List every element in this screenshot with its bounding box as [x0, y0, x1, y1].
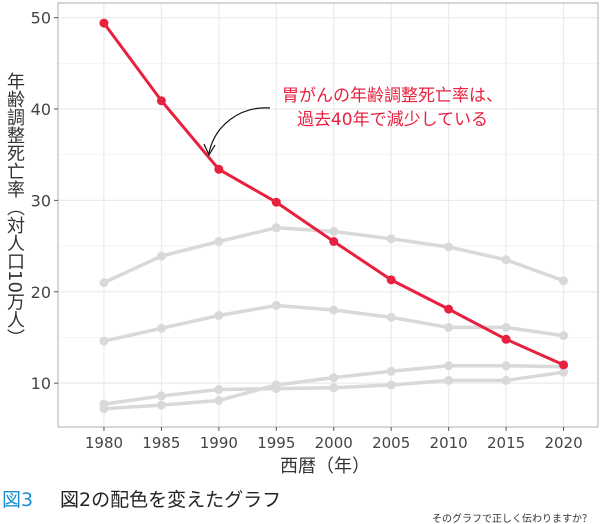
y-tick-label: 40: [31, 100, 51, 119]
data-point: [559, 360, 569, 370]
data-point: [214, 385, 224, 395]
figure-number: 図3: [2, 489, 34, 511]
figure-note: そのグラフで正しく伝わりますか？: [432, 514, 592, 524]
y-axis-label: 年齢調整死亡率（対人口10万人）: [4, 72, 25, 347]
data-point: [444, 242, 454, 252]
data-point: [444, 322, 454, 332]
arrow-head-icon: [203, 143, 216, 157]
data-point: [214, 311, 224, 321]
data-point: [329, 226, 339, 236]
y-tick-label: 30: [31, 191, 51, 210]
x-tick-label: 2015: [487, 434, 525, 452]
data-point: [214, 396, 224, 405]
data-point: [329, 305, 339, 315]
x-tick-label: 2000: [315, 434, 353, 452]
data-point: [156, 251, 166, 261]
x-tick-label: 1995: [257, 434, 295, 452]
data-point: [156, 400, 166, 410]
x-tick-label: 1990: [200, 434, 238, 452]
data-point: [559, 367, 569, 377]
x-tick-label: 2005: [372, 434, 410, 452]
data-point: [386, 366, 396, 376]
annotation-text: 胃がんの年齢調整死亡率は、 過去40年で減少している: [282, 86, 503, 130]
data-point: [271, 197, 281, 207]
data-point: [329, 237, 339, 246]
data-point: [156, 96, 166, 106]
data-point: [156, 391, 166, 401]
data-point: [501, 322, 511, 332]
data-point: [386, 275, 396, 285]
data-point: [386, 312, 396, 322]
data-point: [501, 255, 511, 265]
data-point: [386, 380, 396, 390]
data-point: [156, 323, 166, 333]
y-tick-label: 10: [31, 374, 51, 393]
data-point: [444, 304, 454, 314]
data-point: [501, 361, 511, 371]
y-tick-label: 20: [31, 283, 51, 302]
data-point: [559, 276, 569, 286]
x-tick-label: 2010: [430, 434, 468, 452]
data-point: [329, 373, 339, 383]
data-point: [501, 375, 511, 385]
data-point: [99, 399, 109, 409]
data-point: [99, 18, 109, 28]
data-point: [444, 361, 454, 371]
x-tick-label: 1980: [85, 434, 123, 452]
data-point: [444, 375, 454, 385]
y-tick-label: 50: [31, 9, 51, 28]
data-point: [99, 336, 109, 346]
plot-border: [57, 2, 599, 428]
data-point: [386, 234, 396, 244]
data-point: [559, 331, 569, 341]
annotation-arrow: [208, 107, 271, 154]
data-point: [271, 223, 281, 233]
data-point: [214, 237, 224, 246]
data-point: [214, 164, 224, 174]
x-tick-label: 1985: [142, 434, 180, 452]
data-point: [501, 334, 511, 344]
figure-title: 図2の配色を変えたグラフ: [60, 489, 282, 511]
data-point: [271, 300, 281, 310]
data-point: [329, 383, 339, 393]
x-axis-label: 西暦（年）: [280, 456, 370, 477]
x-tick-label: 2020: [544, 434, 582, 452]
data-point: [99, 278, 109, 288]
data-point: [271, 384, 281, 394]
